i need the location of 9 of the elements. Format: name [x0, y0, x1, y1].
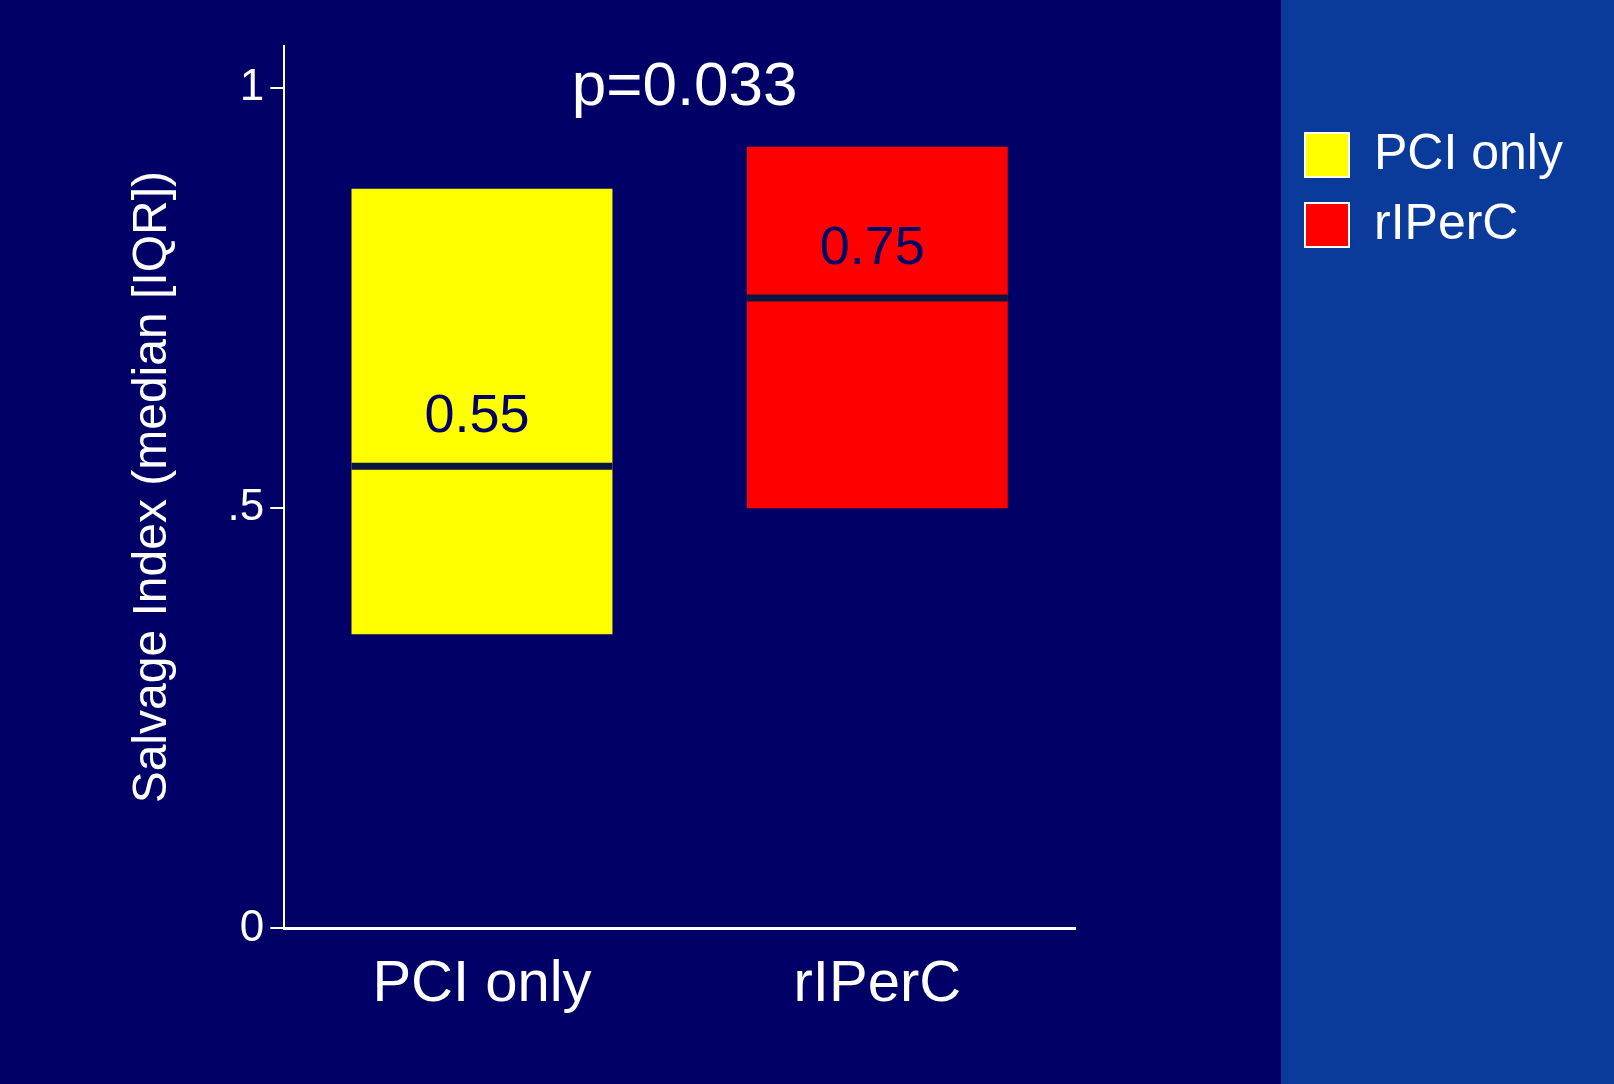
y-tick-label: 1	[239, 60, 265, 110]
y-tick-label: .5	[227, 480, 265, 530]
legend-label: PCI only	[1374, 123, 1563, 180]
y-axis-title: Salvage Index (median [IQR])	[123, 171, 177, 804]
annotation: 0.75	[819, 215, 925, 275]
annotation: p=0.033	[571, 49, 798, 119]
legend-label: rIPerC	[1374, 193, 1519, 250]
annotation: 0.55	[424, 383, 530, 444]
y-tick-label: 0	[239, 900, 265, 950]
